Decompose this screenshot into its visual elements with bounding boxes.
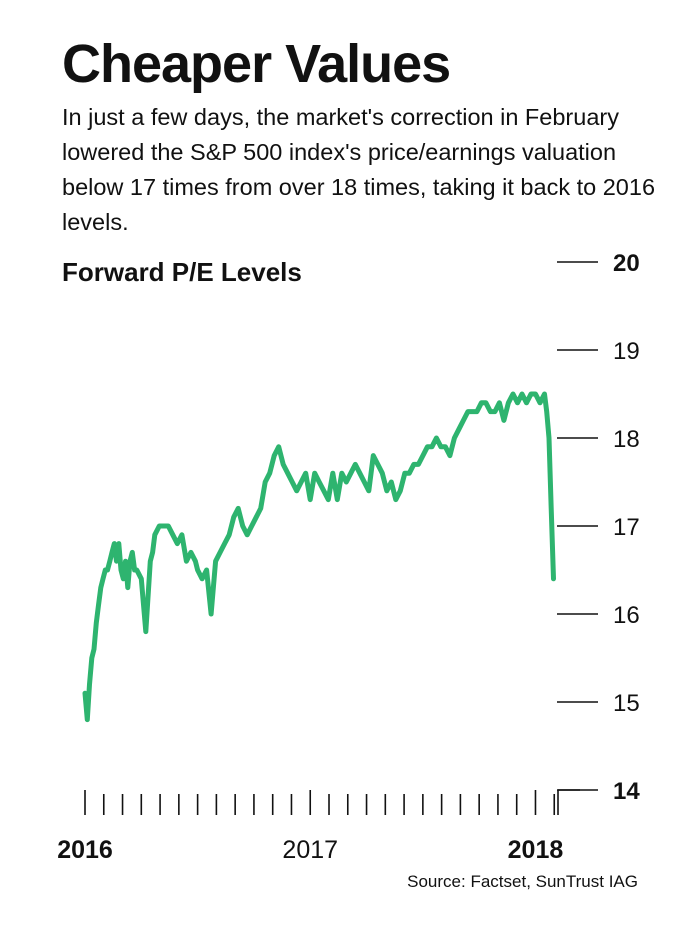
series-line: [82, 391, 556, 723]
x-tick-label: 2017: [282, 836, 338, 864]
y-axis: 14 15 16 17 18 19 20: [557, 250, 640, 805]
y-tick-label: 15: [613, 690, 640, 717]
page-subtitle: In just a few days, the market's correct…: [62, 104, 656, 235]
y-tick-label: 20: [613, 250, 640, 277]
x-tick-label: 2016: [57, 836, 113, 864]
x-axis: 2016 2017 2018: [57, 789, 580, 864]
chart-title: Forward P/E Levels: [62, 257, 302, 287]
y-tick-label: 14: [613, 778, 640, 805]
y-tick-label: 17: [613, 514, 640, 541]
y-tick-label: 18: [613, 426, 640, 453]
plot-area: [82, 391, 556, 723]
x-tick-label: 2018: [508, 836, 564, 864]
source-note: Source: Factset, SunTrust IAG: [407, 872, 638, 891]
y-tick-label: 16: [613, 602, 640, 629]
page-title: Cheaper Values: [62, 34, 451, 94]
y-tick-label: 19: [613, 338, 640, 365]
